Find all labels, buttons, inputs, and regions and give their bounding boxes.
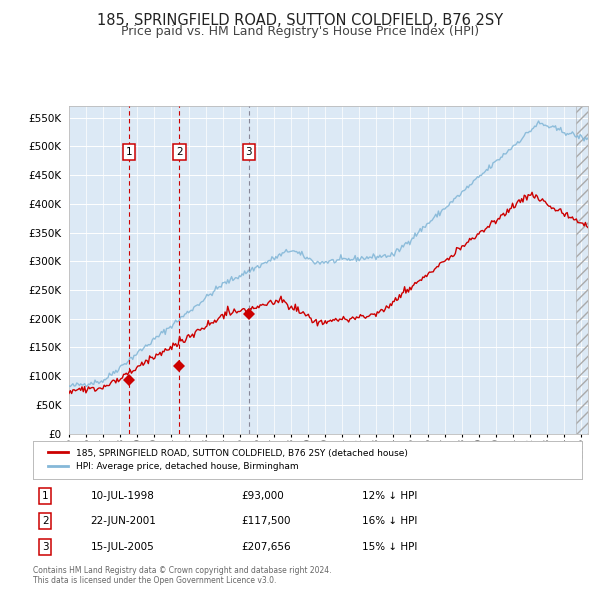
- Text: £207,656: £207,656: [242, 542, 291, 552]
- Text: 15% ↓ HPI: 15% ↓ HPI: [362, 542, 418, 552]
- Text: 15-JUL-2005: 15-JUL-2005: [91, 542, 154, 552]
- Text: 1: 1: [42, 491, 49, 501]
- Text: 16% ↓ HPI: 16% ↓ HPI: [362, 516, 418, 526]
- Text: 2: 2: [42, 516, 49, 526]
- Text: 12% ↓ HPI: 12% ↓ HPI: [362, 491, 418, 501]
- Text: Contains HM Land Registry data © Crown copyright and database right 2024.
This d: Contains HM Land Registry data © Crown c…: [33, 566, 331, 585]
- Text: Price paid vs. HM Land Registry's House Price Index (HPI): Price paid vs. HM Land Registry's House …: [121, 25, 479, 38]
- Text: 185, SPRINGFIELD ROAD, SUTTON COLDFIELD, B76 2SY: 185, SPRINGFIELD ROAD, SUTTON COLDFIELD,…: [97, 13, 503, 28]
- Text: 2: 2: [176, 147, 183, 157]
- Text: 3: 3: [245, 147, 252, 157]
- Text: £117,500: £117,500: [242, 516, 291, 526]
- Text: 1: 1: [126, 147, 133, 157]
- Text: £93,000: £93,000: [242, 491, 284, 501]
- Text: 10-JUL-1998: 10-JUL-1998: [91, 491, 155, 501]
- Legend: 185, SPRINGFIELD ROAD, SUTTON COLDFIELD, B76 2SY (detached house), HPI: Average : 185, SPRINGFIELD ROAD, SUTTON COLDFIELD,…: [43, 443, 413, 477]
- Text: 22-JUN-2001: 22-JUN-2001: [91, 516, 157, 526]
- Text: 3: 3: [42, 542, 49, 552]
